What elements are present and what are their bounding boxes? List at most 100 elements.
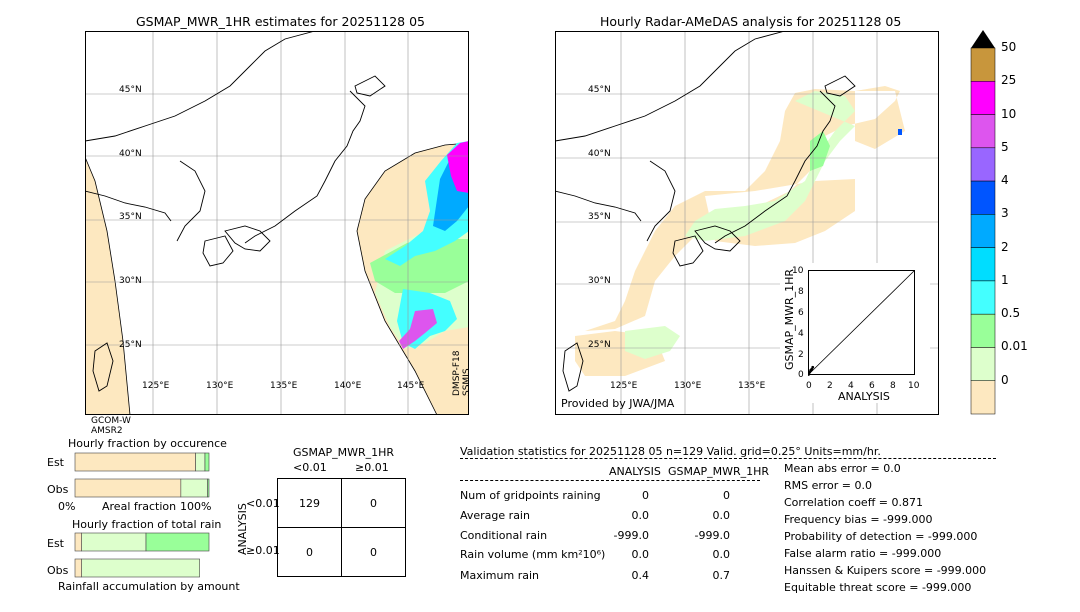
total-bar-obs-0 [74, 558, 82, 578]
colorbar-cell-2 [970, 114, 996, 149]
scatter-ytick-2: 2 [798, 350, 804, 360]
left-sat-label-2: AMSR2 [91, 426, 123, 436]
right-lat-45: 45°N [588, 85, 611, 95]
right-lon-130: 130°E [674, 381, 702, 391]
left-lon-125: 125°E [142, 381, 170, 391]
colorbar-cell-7 [970, 280, 996, 315]
scatter-xlabel: ANALYSIS [838, 390, 890, 403]
colorbar-label-2: 10 [1001, 106, 1017, 121]
validation-col-rule [460, 480, 760, 481]
score-1: RMS error = 0.0 [784, 479, 872, 492]
right-lon-135: 135°E [738, 381, 766, 391]
left-lon-145: 145°E [397, 381, 425, 391]
right-radar-green [810, 131, 830, 171]
scatter-point-1 [808, 371, 811, 374]
left-rain-green [370, 237, 469, 293]
ct-row2: ≥0.01 [246, 544, 280, 557]
stat-a-2: -999.0 [613, 529, 649, 542]
validation-rule [460, 458, 996, 459]
colorbar-label-3: 5 [1001, 139, 1009, 154]
radar-credit: Provided by JWA/JMA [561, 397, 675, 410]
occ-axis-left: 0% [58, 500, 76, 513]
colorbar-label-9: 0.01 [1001, 339, 1028, 354]
scatter-xtick-4: 4 [848, 381, 854, 391]
left-map-title: GSMAP_MWR_1HR estimates for 20251128 05 [136, 14, 425, 29]
stat-g-2: -999.0 [694, 529, 730, 542]
scatter-xtick-0: 0 [806, 381, 812, 391]
scatter-ytick-0: 0 [798, 370, 804, 380]
right-sat-label-2: SSMIS [462, 368, 472, 396]
left-rain-magenta [447, 141, 469, 193]
scatter-ytick-10: 10 [792, 266, 804, 276]
stat-a-1: 0.0 [631, 509, 650, 522]
scatter-point-4 [811, 365, 815, 369]
colorbar-cell-5 [970, 214, 996, 248]
colorbar-label-7: 1 [1001, 272, 1009, 287]
scatter-point-3 [810, 367, 814, 371]
colorbar-cell-3 [970, 147, 996, 182]
ct-title: GSMAP_MWR_1HR [293, 446, 395, 459]
ct-row1: <0.01 [246, 497, 280, 510]
score-3: Frequency bias = -999.000 [784, 513, 933, 526]
occ-title: Hourly fraction by occurence [68, 437, 227, 450]
total-bar-est-0 [74, 532, 82, 552]
score-5: False alarm ratio = -999.000 [784, 547, 942, 560]
scatter-xtick-2: 2 [827, 381, 833, 391]
right-lat-40: 40°N [588, 149, 611, 159]
ct-cell-21: 0 [277, 527, 342, 577]
colorbar-cell-8 [970, 313, 996, 348]
total-bar-est-1 [81, 532, 147, 552]
colorbar-cell-1 [970, 81, 996, 115]
left-lon-140: 140°E [334, 381, 362, 391]
scatter-diagonal [808, 270, 915, 375]
stat-g-3: 0.0 [712, 548, 731, 561]
colorbar-label-4: 4 [1001, 173, 1009, 188]
ct-cell-11: 129 [277, 478, 342, 528]
occ-bars [74, 452, 210, 498]
scatter-ytick-8: 8 [798, 287, 804, 297]
stat-g-0: 0 [723, 489, 730, 502]
stat-g-1: 0.0 [712, 509, 731, 522]
total-row-obs: Obs [47, 564, 69, 577]
ct-cell-22: 0 [341, 527, 406, 577]
stat-a-4: 0.4 [631, 569, 650, 582]
ct-col1: <0.01 [293, 461, 327, 474]
colorbar-cell-0 [970, 47, 996, 82]
total-bar-obs-1 [81, 558, 200, 578]
score-2: Correlation coeff = 0.871 [784, 496, 923, 509]
occ-axis-mid: Areal fraction [102, 500, 177, 513]
left-rain-magenta2 [399, 309, 437, 349]
occ-bar-obs-2 [207, 478, 210, 498]
left-lon-135: 135°E [270, 381, 298, 391]
scatter-xtick-8: 8 [890, 381, 896, 391]
colorbar-cell-9 [970, 347, 996, 381]
colorbar-cell-10 [970, 380, 996, 415]
occ-bar-obs-0 [74, 478, 182, 498]
left-map [85, 31, 469, 415]
colorbar-cell-6 [970, 247, 996, 282]
stat-label-1: Average rain [460, 509, 530, 522]
stat-label-3: Rain volume (mm km²10⁶) [460, 548, 606, 561]
colorbar [970, 30, 996, 415]
occ-bar-obs-1 [180, 478, 208, 498]
score-6: Hanssen & Kuipers score = -999.000 [784, 564, 987, 577]
left-lat-45: 45°N [119, 85, 142, 95]
scatter-ytick-4: 4 [798, 329, 804, 339]
score-4: Probability of detection = -999.000 [784, 530, 978, 543]
colorbar-cell-4 [970, 180, 996, 215]
scatter-ylabel: GSMAP_MWR_1HR [783, 268, 796, 370]
left-lon-130: 130°E [206, 381, 234, 391]
stat-label-2: Conditional rain [460, 529, 548, 542]
scatter-xtick-6: 6 [869, 381, 875, 391]
right-lat-25: 25°N [588, 340, 611, 350]
right-sat-label-1: DMSP-F18 [452, 350, 462, 396]
stat-label-4: Maximum rain [460, 569, 539, 582]
total-bars [74, 532, 210, 578]
colorbar-label-6: 2 [1001, 239, 1009, 254]
occ-bar-est-1 [195, 452, 206, 472]
right-lat-35: 35°N [588, 212, 611, 222]
stat-a-0: 0 [642, 489, 649, 502]
colorbar-label-8: 0.5 [1001, 306, 1021, 321]
right-radar-blue [898, 129, 902, 135]
scatter-xtick-10: 10 [908, 381, 920, 391]
